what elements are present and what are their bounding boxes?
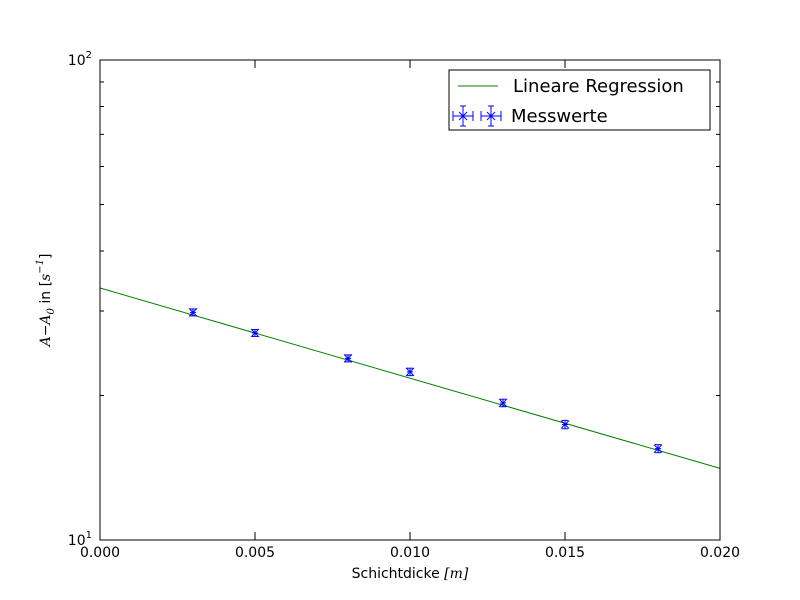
x-marker — [560, 420, 570, 429]
x-marker — [343, 354, 353, 363]
legend-messwerte-swatch — [452, 105, 502, 127]
x-tick-label: 0.005 — [235, 545, 275, 561]
data-point — [343, 354, 353, 363]
x-marker — [188, 308, 198, 317]
plot-frame — [99, 59, 721, 541]
legend: Lineare Regression Messwerte — [448, 69, 711, 131]
x-tick-label: 0.020 — [700, 545, 740, 561]
y-tick-label: 102 — [68, 50, 92, 69]
x-marker — [405, 367, 415, 377]
x-marker — [653, 444, 663, 453]
regression-line — [99, 287, 721, 469]
y-tick-label: 101 — [68, 530, 92, 549]
data-point — [250, 328, 260, 338]
x-tick-label: 0.010 — [390, 545, 430, 561]
legend-regression-label: Lineare Regression — [513, 76, 684, 97]
y-axis-label: A−A0 in [s−1] — [35, 254, 57, 349]
axis-ticks — [99, 59, 721, 541]
plot-content — [99, 287, 721, 469]
data-point — [653, 444, 663, 454]
legend-box — [448, 69, 711, 131]
x-marker — [498, 398, 508, 408]
data-point — [188, 308, 198, 317]
x-axis-label: Schichtdicke [m] — [352, 566, 469, 582]
data-point — [405, 367, 415, 377]
x-tick-label: 0.015 — [545, 545, 585, 561]
data-point — [498, 398, 508, 408]
data-point — [560, 419, 570, 430]
x-tick-label: 0.000 — [80, 545, 120, 561]
tick-labels: 0.000 0.005 0.010 0.015 0.020 101 102 — [68, 50, 740, 561]
x-marker — [250, 328, 260, 338]
legend-messwerte-label: Messwerte — [511, 106, 608, 127]
